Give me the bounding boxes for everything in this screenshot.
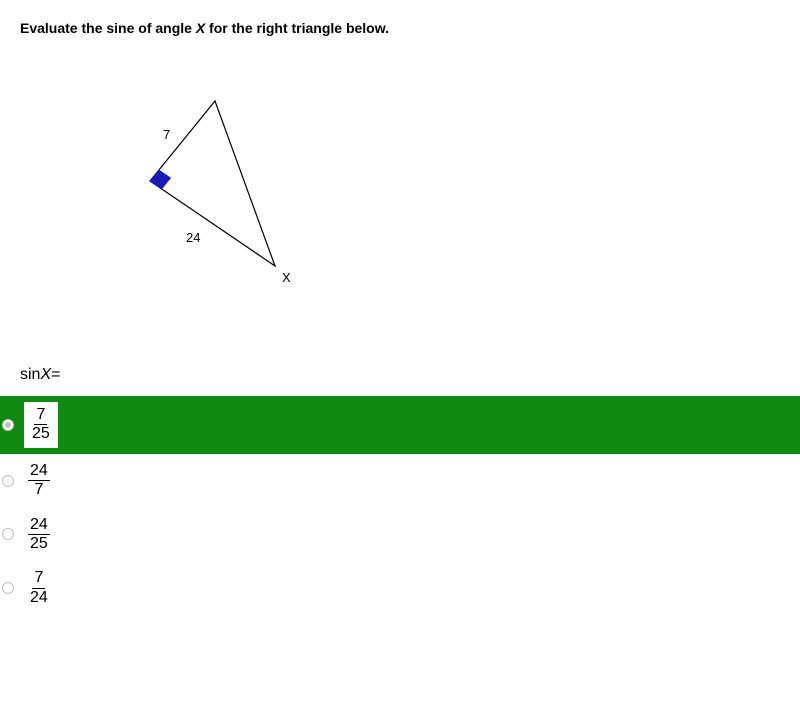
prompt-var: X: [40, 366, 51, 383]
question-text: Evaluate the sine of angle X for the rig…: [20, 20, 780, 36]
fraction-denominator: 25: [28, 535, 50, 553]
answer-option-0[interactable]: 725: [0, 396, 800, 454]
fraction-denominator: 24: [28, 589, 50, 607]
radio-button[interactable]: [2, 419, 14, 431]
answer-list: 7252472425724: [0, 396, 800, 615]
radio-button[interactable]: [2, 582, 14, 594]
fraction-numerator: 24: [28, 516, 50, 535]
triangle-outline: [150, 101, 275, 266]
answer-option-1[interactable]: 247: [0, 454, 800, 508]
question-prefix: Evaluate the sine of angle: [20, 20, 196, 36]
triangle-figure: 7 24 X: [60, 76, 360, 336]
answer-fraction: 247: [24, 460, 54, 502]
fraction-numerator: 7: [34, 406, 47, 425]
fraction-denominator: 25: [30, 425, 52, 443]
radio-button[interactable]: [2, 528, 14, 540]
question-suffix: for the right triangle below.: [205, 20, 389, 36]
prompt-fn: sin: [20, 366, 40, 383]
answer-fraction: 2425: [24, 514, 54, 556]
answer-option-3[interactable]: 724: [0, 561, 800, 615]
answer-fraction: 724: [24, 567, 54, 609]
triangle-svg: 7 24 X: [60, 76, 360, 316]
fraction-denominator: 7: [32, 481, 45, 499]
label-angle-X: X: [282, 270, 291, 285]
answer-option-2[interactable]: 2425: [0, 508, 800, 562]
prompt-eq: =: [51, 366, 60, 383]
fraction-numerator: 7: [32, 569, 45, 588]
answer-prompt: sinX=: [20, 366, 780, 384]
radio-button[interactable]: [2, 475, 14, 487]
right-angle-marker: [150, 170, 170, 189]
label-side-7: 7: [163, 127, 170, 142]
question-var: X: [196, 20, 205, 36]
label-side-24: 24: [186, 230, 200, 245]
answer-fraction: 725: [24, 402, 58, 448]
fraction-numerator: 24: [28, 462, 50, 481]
